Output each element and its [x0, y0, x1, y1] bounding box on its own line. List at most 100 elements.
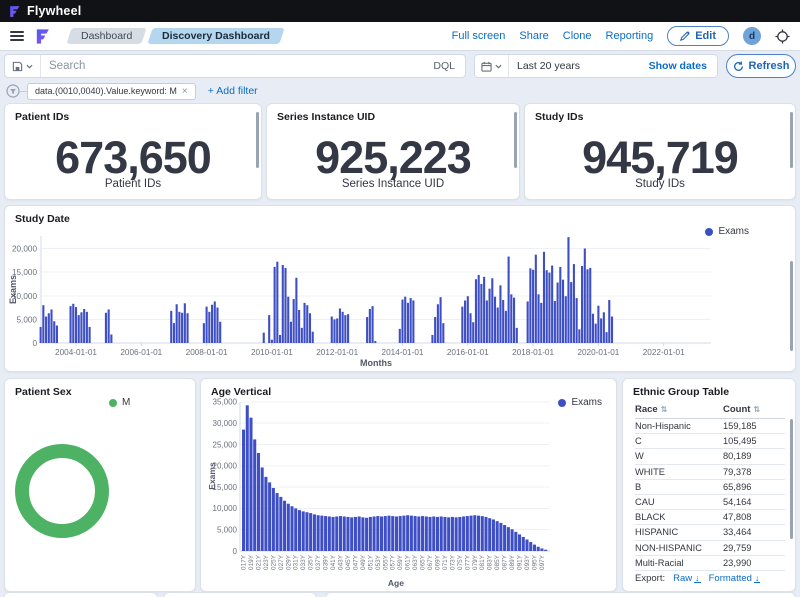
bar[interactable]	[108, 309, 110, 343]
bar[interactable]	[242, 430, 245, 551]
bar[interactable]	[466, 516, 469, 551]
bar[interactable]	[461, 307, 463, 343]
bar[interactable]	[406, 515, 409, 551]
bar[interactable]	[475, 279, 477, 343]
bar[interactable]	[576, 298, 578, 343]
bar[interactable]	[290, 506, 293, 551]
bar[interactable]	[369, 309, 371, 343]
bar[interactable]	[56, 326, 58, 343]
bar[interactable]	[543, 252, 545, 343]
bar[interactable]	[533, 545, 536, 551]
bar[interactable]	[187, 313, 189, 343]
patient-sex-donut-ring[interactable]	[22, 451, 102, 531]
bar[interactable]	[421, 516, 424, 551]
bar[interactable]	[410, 516, 413, 551]
bar[interactable]	[287, 297, 289, 343]
bar[interactable]	[366, 317, 368, 343]
export-raw-link[interactable]: Raw↓	[673, 573, 701, 584]
bar[interactable]	[312, 332, 314, 343]
bar[interactable]	[219, 322, 221, 343]
bar[interactable]	[401, 300, 403, 343]
bar[interactable]	[410, 298, 412, 343]
bar[interactable]	[301, 328, 303, 343]
bar[interactable]	[573, 264, 575, 343]
bar[interactable]	[287, 504, 290, 551]
bar[interactable]	[387, 516, 390, 551]
bar[interactable]	[535, 255, 537, 343]
bar[interactable]	[492, 519, 495, 551]
nav-link-share[interactable]: Share	[519, 30, 548, 42]
bar[interactable]	[391, 516, 394, 551]
bar[interactable]	[214, 301, 216, 343]
bar[interactable]	[595, 324, 597, 343]
bar[interactable]	[600, 318, 602, 343]
bar[interactable]	[491, 278, 493, 343]
bar[interactable]	[570, 282, 572, 343]
date-range-value[interactable]: Last 20 years	[509, 60, 580, 72]
show-dates-button[interactable]: Show dates	[649, 60, 717, 72]
bar[interactable]	[412, 300, 414, 343]
bar[interactable]	[431, 335, 433, 343]
bar[interactable]	[324, 516, 327, 551]
bar[interactable]	[518, 534, 521, 551]
bar[interactable]	[298, 510, 301, 551]
column-header-count[interactable]: Count⇅	[723, 404, 760, 415]
bar[interactable]	[361, 517, 364, 551]
bar[interactable]	[332, 517, 335, 551]
bar[interactable]	[384, 516, 387, 551]
bar[interactable]	[510, 294, 512, 343]
bar[interactable]	[328, 516, 331, 551]
bar[interactable]	[425, 516, 428, 551]
bar[interactable]	[284, 268, 286, 343]
tab-dashboard[interactable]: Dashboard	[66, 28, 147, 44]
metric-scrollbar[interactable]	[790, 112, 793, 168]
bar[interactable]	[184, 303, 186, 343]
bar[interactable]	[544, 550, 547, 551]
bar[interactable]	[417, 516, 420, 551]
bar[interactable]	[272, 488, 275, 551]
bar[interactable]	[447, 517, 450, 551]
bar[interactable]	[249, 418, 252, 551]
bar[interactable]	[437, 304, 439, 343]
bar[interactable]	[480, 284, 482, 343]
bar[interactable]	[499, 285, 501, 343]
bar[interactable]	[293, 299, 295, 343]
bar[interactable]	[336, 318, 338, 343]
bar[interactable]	[470, 516, 473, 551]
bar[interactable]	[380, 516, 383, 551]
bar[interactable]	[290, 322, 292, 343]
dql-button[interactable]: DQL	[423, 60, 465, 72]
study-date-bar-chart[interactable]: 05,00010,00015,00020,0002004-01-012006-0…	[5, 206, 795, 371]
bar[interactable]	[42, 305, 44, 343]
bar[interactable]	[451, 517, 454, 551]
filter-icon[interactable]	[6, 84, 20, 98]
bar[interactable]	[271, 340, 273, 343]
bar[interactable]	[532, 270, 534, 343]
metric-scrollbar[interactable]	[514, 112, 517, 168]
nav-link-clone[interactable]: Clone	[563, 30, 592, 42]
bar[interactable]	[472, 322, 474, 343]
bar[interactable]	[374, 341, 376, 343]
bar[interactable]	[274, 267, 276, 343]
bar[interactable]	[178, 312, 180, 343]
bar[interactable]	[513, 298, 515, 343]
bar[interactable]	[276, 493, 279, 551]
bar[interactable]	[455, 517, 458, 551]
bar[interactable]	[309, 313, 311, 343]
date-quick-select-button[interactable]	[475, 55, 509, 77]
bar[interactable]	[376, 516, 379, 551]
saved-query-menu-button[interactable]	[5, 55, 41, 77]
age-vertical-bar-chart[interactable]: 05,00010,00015,00020,00025,00030,00035,0…	[201, 379, 616, 591]
bar[interactable]	[305, 512, 308, 551]
bar[interactable]	[507, 527, 510, 551]
metric-scrollbar[interactable]	[256, 112, 259, 168]
bar[interactable]	[477, 516, 480, 551]
bar[interactable]	[373, 516, 376, 551]
bar[interactable]	[481, 516, 484, 551]
age-vertical-bars[interactable]	[242, 405, 547, 551]
bar[interactable]	[105, 313, 107, 343]
bar[interactable]	[499, 523, 502, 551]
bar[interactable]	[372, 306, 374, 343]
bar[interactable]	[257, 453, 260, 551]
column-header-race[interactable]: Race⇅	[635, 404, 667, 415]
